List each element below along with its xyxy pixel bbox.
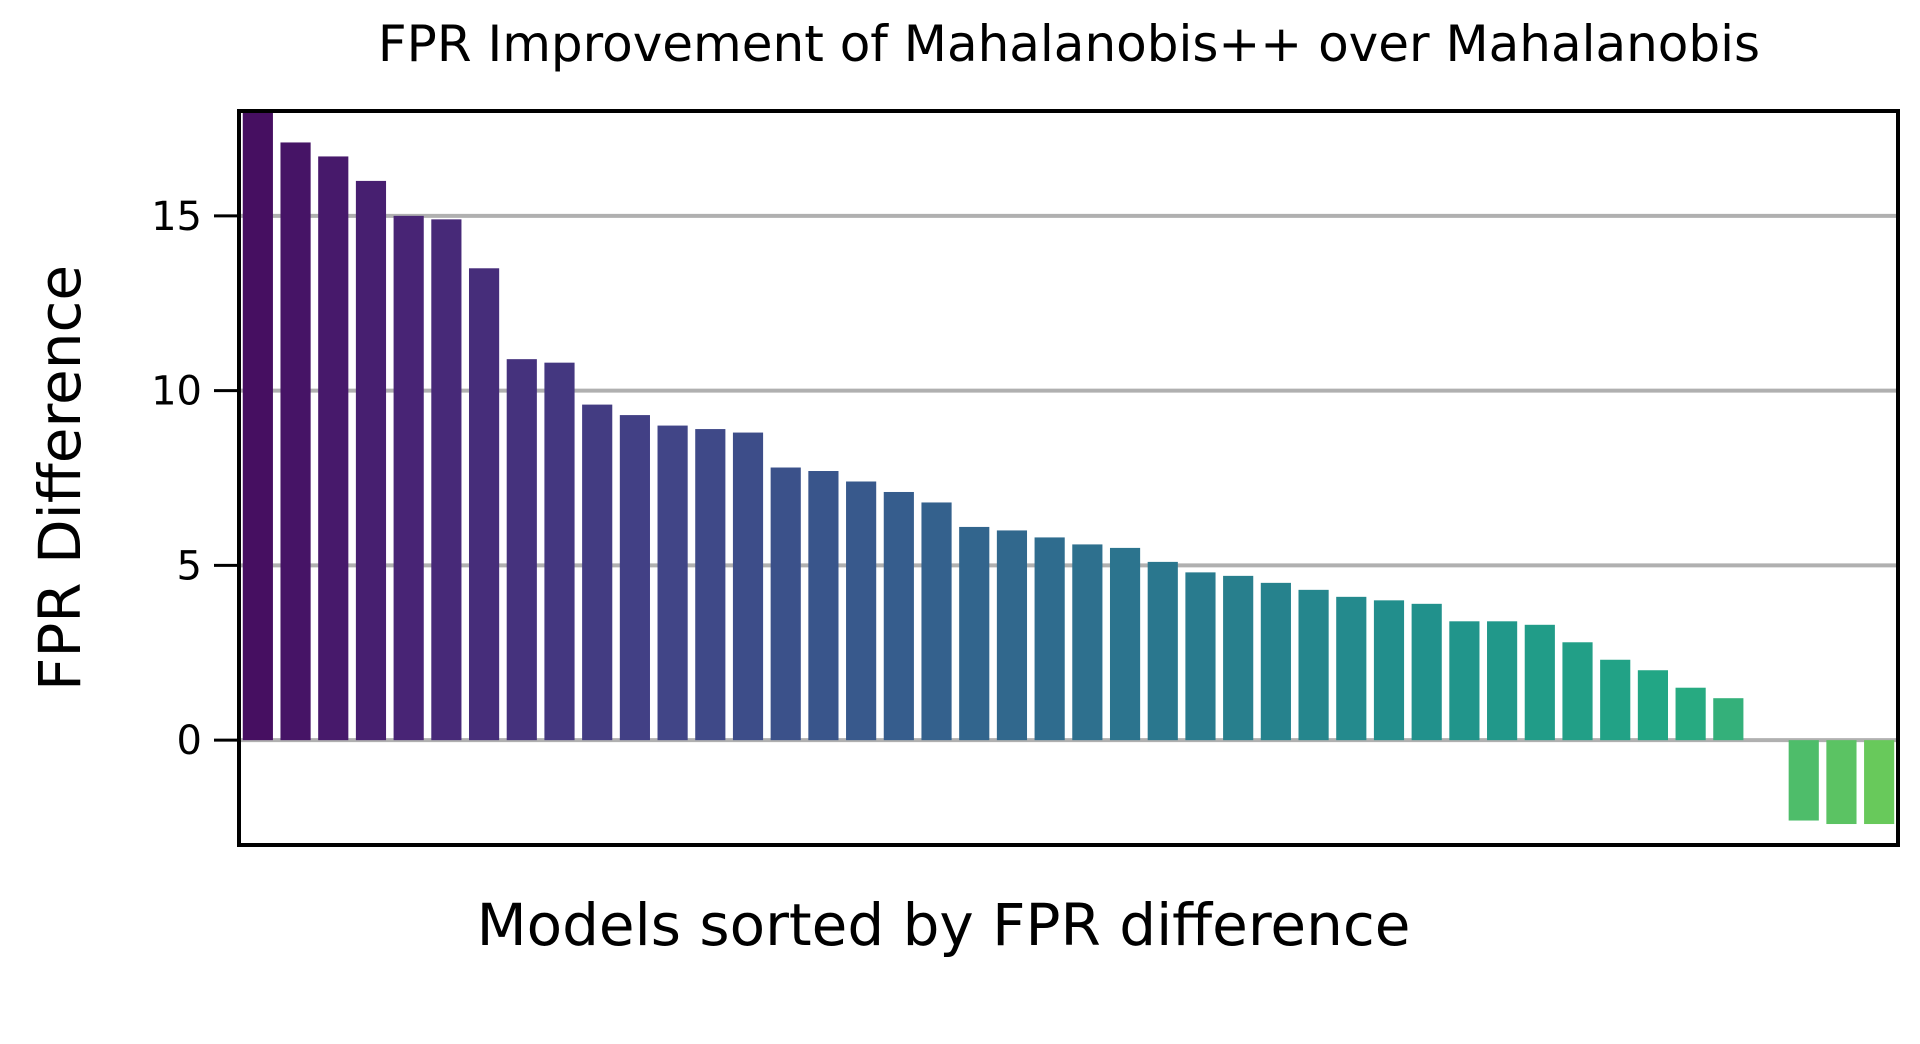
x-axis-label: Models sorted by FPR difference — [477, 891, 1411, 959]
bar — [1675, 687, 1706, 741]
bar — [732, 432, 764, 741]
bar — [280, 142, 311, 741]
bar — [695, 429, 726, 741]
bar — [1600, 659, 1631, 741]
bar — [1072, 544, 1103, 741]
bar — [1034, 537, 1065, 741]
bar — [657, 425, 688, 741]
bar — [1449, 621, 1480, 741]
plot-frame — [237, 109, 1900, 847]
bar — [1637, 670, 1669, 741]
bars — [242, 111, 1895, 825]
bar — [1147, 561, 1178, 741]
bar — [1524, 624, 1555, 741]
bar — [1487, 621, 1518, 741]
bar — [846, 481, 877, 741]
bar — [431, 219, 462, 741]
y-tick-label: 5 — [177, 543, 202, 589]
bar — [1562, 642, 1593, 741]
bar — [808, 471, 839, 741]
bar — [355, 180, 387, 741]
bar — [1373, 600, 1405, 741]
bar — [1336, 596, 1367, 741]
bar — [506, 359, 537, 741]
bar — [242, 111, 273, 741]
bar — [318, 156, 349, 741]
bar — [1260, 582, 1291, 741]
bar — [544, 362, 575, 741]
bar — [393, 215, 424, 741]
y-axis-label: FPR Difference — [26, 265, 94, 691]
y-tick-label: 10 — [151, 369, 202, 415]
y-axis-ticks: 0 5 10 15 — [151, 194, 239, 764]
bar — [883, 491, 914, 741]
bar — [1298, 589, 1329, 741]
bar — [1223, 575, 1254, 741]
bar — [996, 530, 1028, 741]
bar — [1788, 740, 1819, 821]
bar — [921, 502, 952, 741]
bar — [619, 415, 650, 741]
bar — [468, 268, 500, 741]
bar — [1826, 740, 1857, 825]
bar — [770, 467, 801, 741]
bar — [1411, 603, 1442, 741]
bar — [582, 404, 613, 741]
y-tick-label: 0 — [177, 718, 202, 764]
bar — [1713, 698, 1744, 741]
bar — [1185, 572, 1216, 741]
y-tick-label: 15 — [151, 194, 202, 240]
bar — [1109, 547, 1141, 741]
bar — [1864, 740, 1895, 825]
bar — [959, 526, 990, 741]
chart-title: FPR Improvement of Mahalanobis++ over Ma… — [378, 15, 1760, 73]
